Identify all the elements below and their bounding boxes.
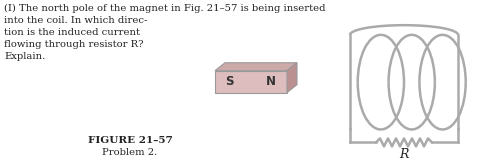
- Text: (I) The north pole of the magnet in Fig. 21–57 is being inserted
into the coil. : (I) The north pole of the magnet in Fig.…: [4, 4, 326, 61]
- Polygon shape: [215, 71, 287, 93]
- Text: Problem 2.: Problem 2.: [103, 148, 158, 157]
- Text: S: S: [225, 75, 234, 88]
- Text: R: R: [399, 148, 409, 161]
- Polygon shape: [215, 63, 297, 71]
- Text: FIGURE 21–57: FIGURE 21–57: [88, 136, 172, 145]
- Text: N: N: [266, 75, 276, 88]
- Polygon shape: [287, 63, 297, 93]
